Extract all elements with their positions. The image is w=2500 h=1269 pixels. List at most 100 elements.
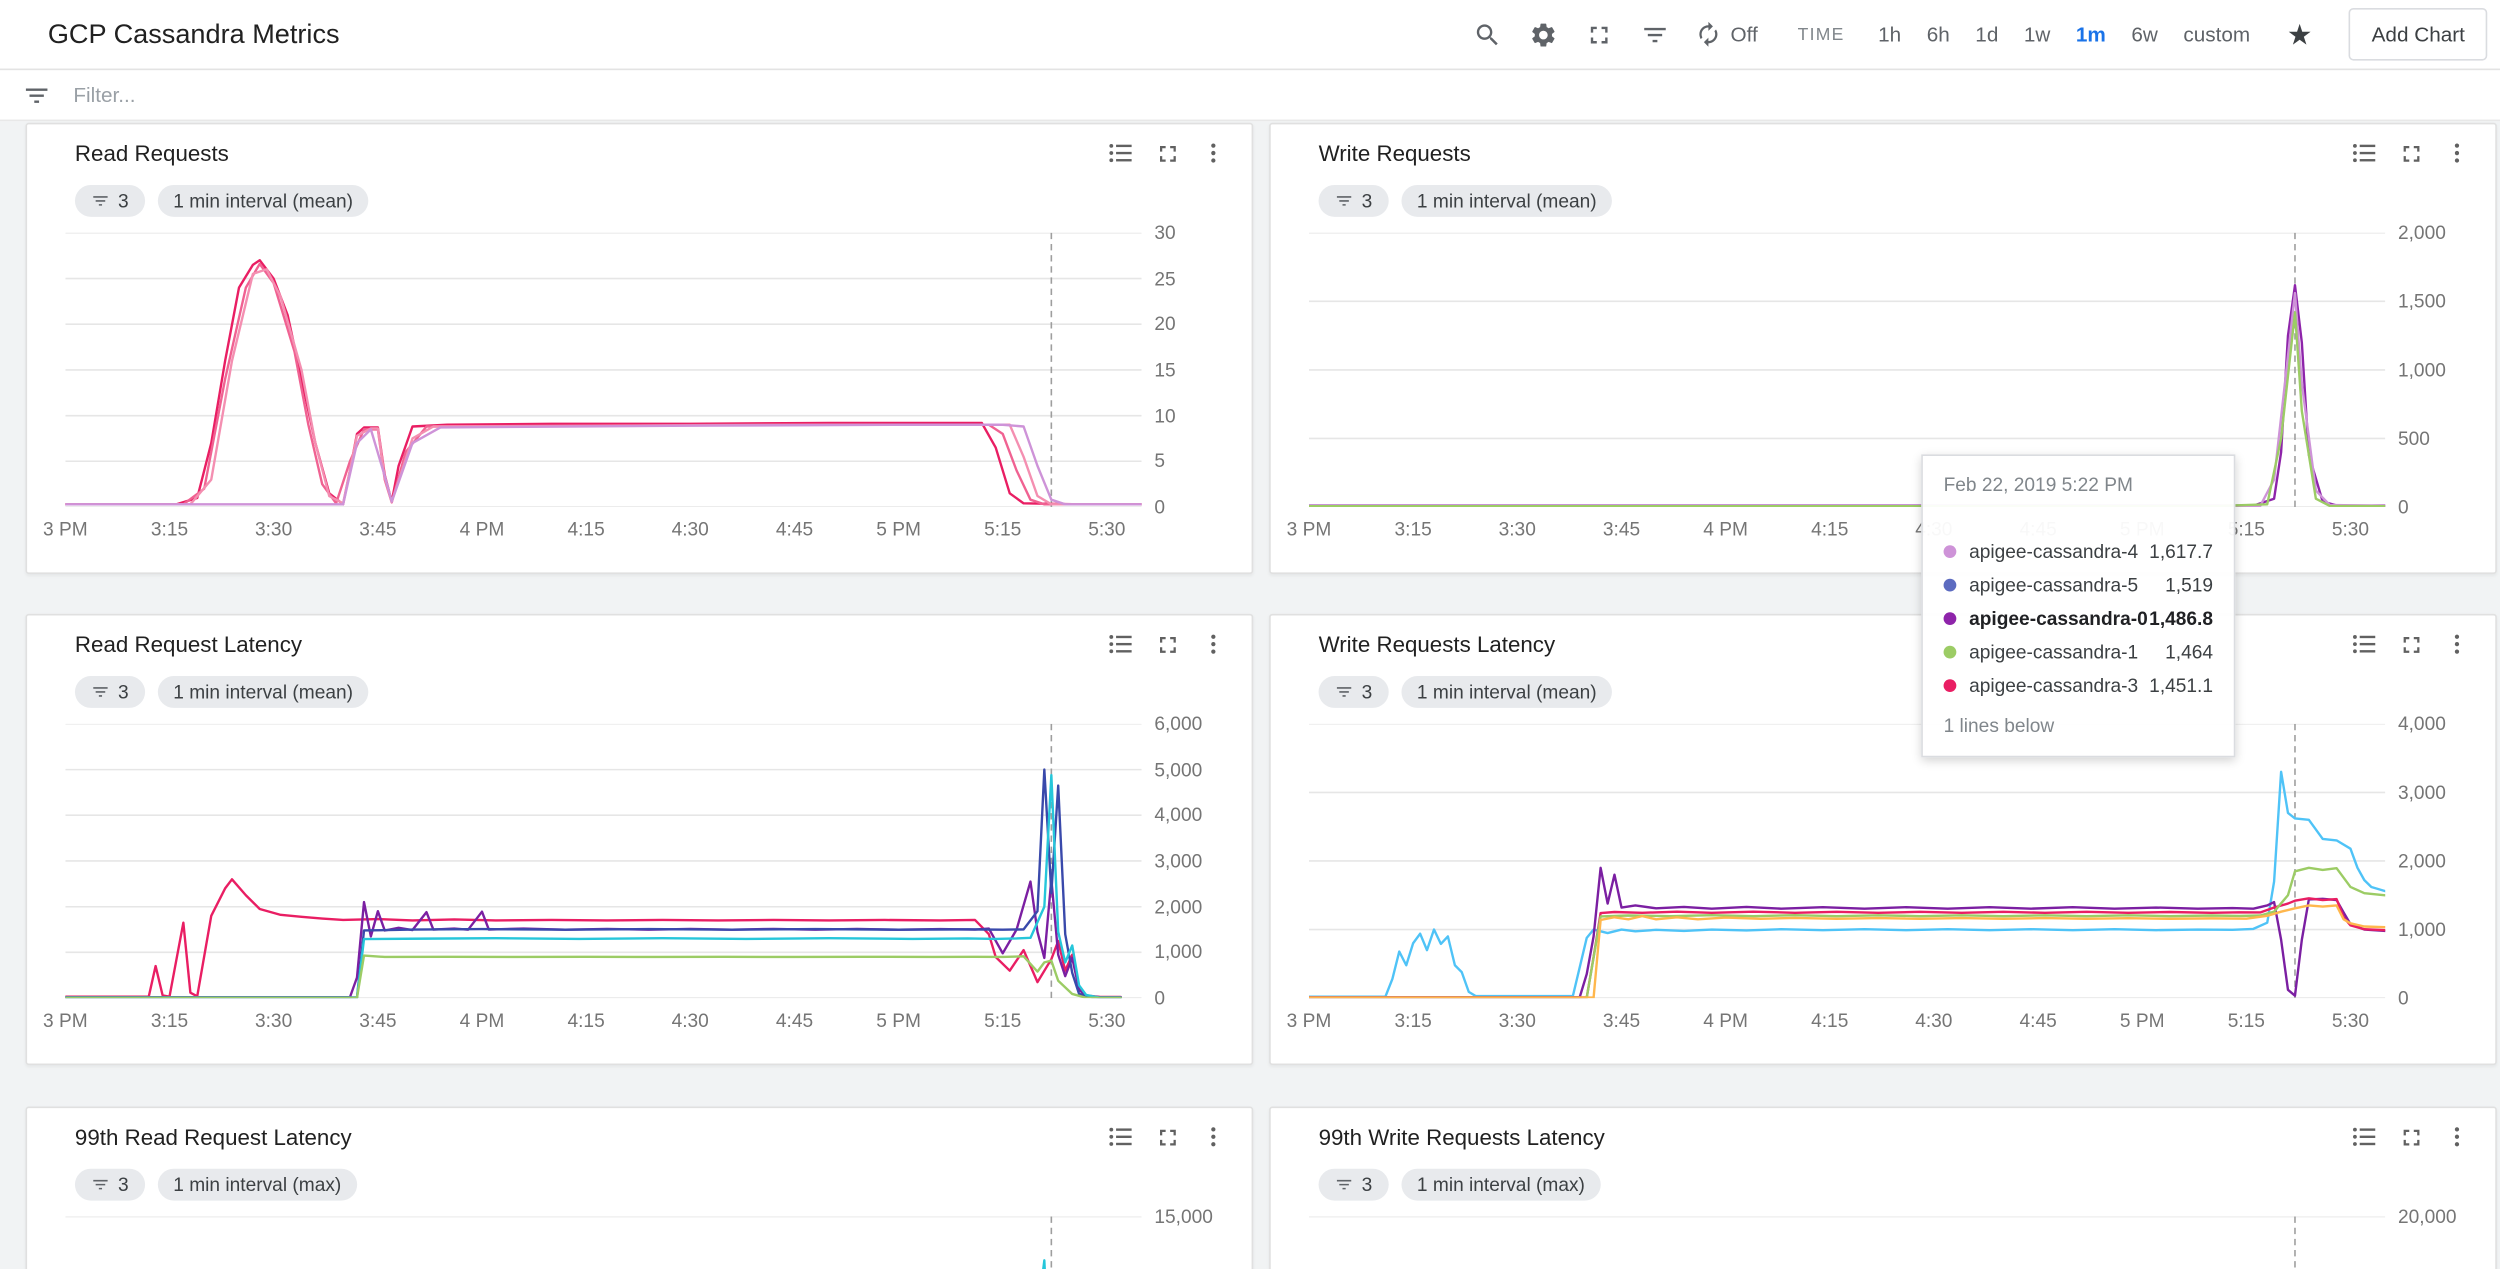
y-tick-label: 20,000 xyxy=(2397,1205,2457,1228)
series-color-dot xyxy=(1943,611,1957,625)
legend-icon[interactable] xyxy=(2349,1121,2381,1153)
chart-actions xyxy=(2349,137,2473,169)
x-tick-label: 5:15 xyxy=(984,1009,1022,1032)
chart-actions xyxy=(1105,1121,1229,1153)
y-tick-label: 1,000 xyxy=(2397,358,2446,382)
expand-icon[interactable] xyxy=(1151,1121,1183,1153)
more-vert-icon[interactable] xyxy=(2441,628,2473,660)
chart-card-read-request-latency: Read Request Latency 3 1 min interval (m… xyxy=(25,613,1254,1066)
filter-icon[interactable] xyxy=(1640,18,1672,50)
filter-count-value: 3 xyxy=(117,189,129,213)
interval-chip[interactable]: 1 min interval (max) xyxy=(1400,1168,1601,1201)
filter-count-chip[interactable]: 3 xyxy=(1318,676,1389,708)
expand-icon[interactable] xyxy=(2395,137,2427,169)
x-tick-label: 5:30 xyxy=(1088,1009,1126,1032)
legend-icon[interactable] xyxy=(1105,137,1137,169)
filter-count-chip[interactable]: 3 xyxy=(74,676,145,708)
y-tick-label: 10 xyxy=(1154,404,1176,427)
x-tick-label: 4 PM xyxy=(1703,518,1748,541)
settings-gear-icon[interactable] xyxy=(1528,18,1560,50)
x-tick-label: 3:45 xyxy=(1602,1009,1641,1032)
more-vert-icon[interactable] xyxy=(2441,1121,2473,1153)
y-tick-label: 25 xyxy=(1154,267,1176,290)
expand-icon[interactable] xyxy=(2395,628,2427,660)
plot-area[interactable] xyxy=(64,231,1143,508)
chart-chips: 3 1 min interval (mean) xyxy=(1318,184,1613,217)
x-tick-label: 4 PM xyxy=(1703,1009,1748,1032)
x-tick-label: 5:30 xyxy=(1088,518,1126,541)
legend-icon[interactable] xyxy=(2349,628,2381,660)
filter-input[interactable] xyxy=(70,81,2478,109)
y-tick-label: 6,000 xyxy=(1154,712,1203,736)
x-tick-label: 3 PM xyxy=(43,518,88,541)
plot-area[interactable] xyxy=(1309,1215,2386,1269)
series-value: 1,519 xyxy=(2165,573,2214,596)
legend-icon[interactable] xyxy=(1105,1121,1137,1153)
tooltip-row: apigee-cassandra-0 1,486.8 xyxy=(1943,601,2213,634)
tooltip-row: apigee-cassandra-3 1,451.1 xyxy=(1943,668,2213,701)
fullscreen-icon[interactable] xyxy=(1584,18,1616,50)
chart-actions xyxy=(1105,137,1229,169)
filter-count-chip[interactable]: 3 xyxy=(74,184,145,217)
more-vert-icon[interactable] xyxy=(1197,137,1229,169)
chart-title: Read Request Latency xyxy=(74,631,303,657)
y-tick-label: 2,000 xyxy=(1154,895,1203,918)
series-color-dot xyxy=(1943,577,1957,591)
interval-chip[interactable]: 1 min interval (mean) xyxy=(1400,676,1613,708)
chart-chips: 3 1 min interval (mean) xyxy=(74,676,369,708)
tooltip-footer: 1 lines below xyxy=(1943,714,2055,737)
tooltip-row: apigee-cassandra-5 1,519 xyxy=(1943,568,2214,601)
chart-card-99th-read-request-latency: 99th Read Request Latency 3 1 min interv… xyxy=(25,1106,1254,1269)
chart-actions xyxy=(1105,628,1229,660)
tooltip-row: apigee-cassandra-4 1,617.7 xyxy=(1943,534,2213,567)
interval-chip[interactable]: 1 min interval (max) xyxy=(157,1168,358,1201)
more-vert-icon[interactable] xyxy=(2441,137,2473,169)
interval-label: 1 min interval (max) xyxy=(173,1173,342,1196)
chart-chips: 3 1 min interval (mean) xyxy=(1318,676,1613,708)
more-vert-icon[interactable] xyxy=(1197,628,1229,660)
filter-bar xyxy=(0,70,2500,122)
series-value: 1,464 xyxy=(2165,640,2214,663)
range-1h[interactable]: 1h xyxy=(1878,22,1902,47)
range-custom[interactable]: custom xyxy=(2183,22,2251,47)
filter-count-chip[interactable]: 3 xyxy=(1318,1168,1389,1201)
plot-area[interactable] xyxy=(65,1215,1142,1269)
x-tick-label: 4 PM xyxy=(459,1009,505,1032)
expand-icon[interactable] xyxy=(1151,137,1183,169)
interval-chip[interactable]: 1 min interval (mean) xyxy=(157,184,369,217)
y-tick-label: 1,500 xyxy=(2397,290,2446,313)
star-icon[interactable]: ★ xyxy=(2286,18,2313,51)
interval-chip[interactable]: 1 min interval (mean) xyxy=(1400,184,1613,217)
expand-icon[interactable] xyxy=(2395,1121,2427,1153)
x-tick-label: 3:45 xyxy=(359,518,397,541)
x-tick-label: 3:15 xyxy=(1394,1009,1432,1032)
chart-chips: 3 1 min interval (mean) xyxy=(74,184,369,217)
x-tick-label: 3:30 xyxy=(1498,1009,1536,1032)
plot-area[interactable] xyxy=(1307,723,2387,999)
legend-icon[interactable] xyxy=(1105,628,1137,660)
range-6w[interactable]: 6w xyxy=(2131,22,2158,47)
more-vert-icon[interactable] xyxy=(1197,1121,1229,1153)
expand-icon[interactable] xyxy=(1151,628,1183,660)
legend-icon[interactable] xyxy=(2349,137,2381,169)
tooltip-timestamp: Feb 22, 2019 5:22 PM xyxy=(1943,473,2133,496)
refresh-icon xyxy=(1699,21,1719,47)
filter-count-chip[interactable]: 3 xyxy=(74,1168,145,1201)
page-title: GCP Cassandra Metrics xyxy=(47,18,340,49)
range-6h[interactable]: 6h xyxy=(1926,22,1950,47)
interval-chip[interactable]: 1 min interval (mean) xyxy=(157,676,369,708)
add-chart-button[interactable]: Add Chart xyxy=(2349,7,2488,61)
range-1w[interactable]: 1w xyxy=(2023,22,2051,47)
filter-count-value: 3 xyxy=(1361,1173,1373,1196)
plot-area[interactable] xyxy=(64,723,1142,999)
x-tick-label: 5:30 xyxy=(2331,1009,2370,1032)
plot-area[interactable] xyxy=(1307,231,2387,508)
search-icon[interactable] xyxy=(1472,18,1504,50)
range-1m[interactable]: 1m xyxy=(2075,22,2106,47)
auto-refresh-toggle[interactable]: Off xyxy=(1695,21,1758,48)
filter-count-chip[interactable]: 3 xyxy=(1318,184,1389,217)
chart-title: Write Requests xyxy=(1318,140,1471,166)
chart-card-read-requests: Read Requests 3 1 min interval (mean) 30… xyxy=(25,122,1254,574)
series-color-dot xyxy=(1943,678,1957,692)
range-1d[interactable]: 1d xyxy=(1975,22,1999,47)
